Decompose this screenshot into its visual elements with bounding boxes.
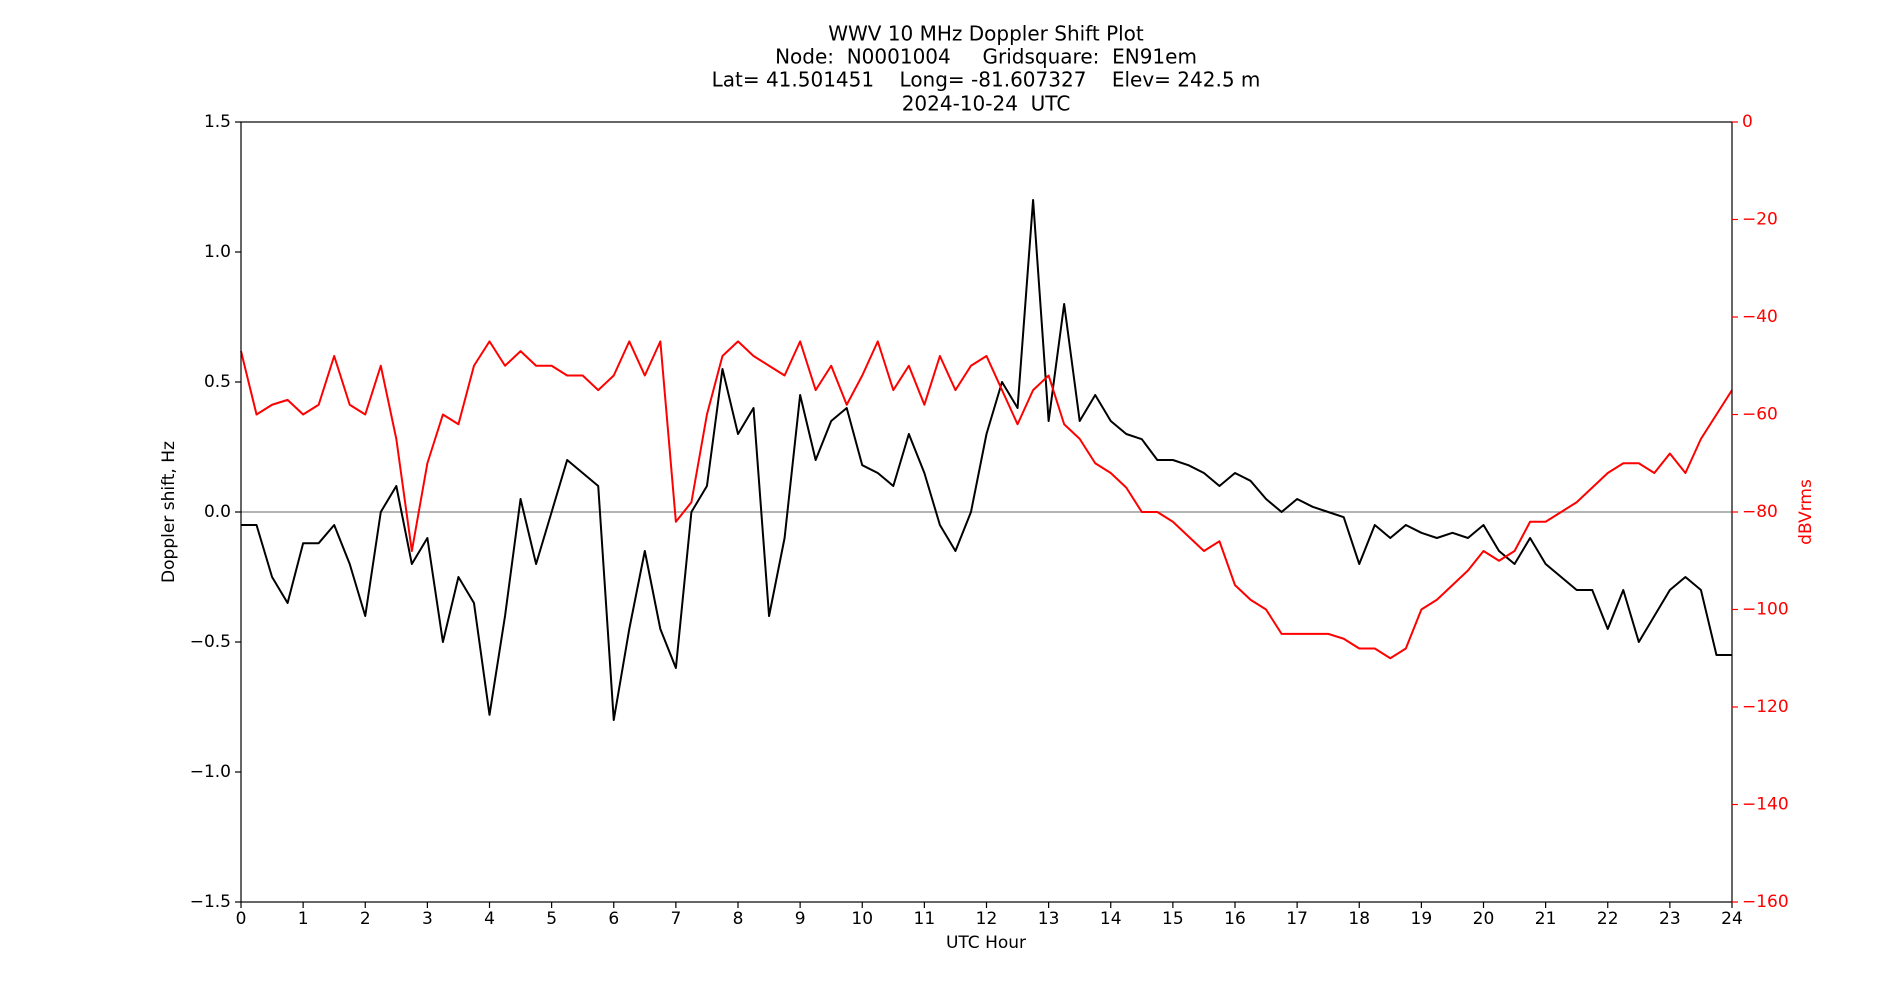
- x-tick-label: 24: [1721, 909, 1743, 929]
- x-tick-label: 23: [1659, 909, 1681, 929]
- y2-tick-label: −40: [1742, 307, 1778, 327]
- y2-tick-label: −100: [1742, 600, 1789, 620]
- x-tick-label: 15: [1162, 909, 1184, 929]
- x-tick-label: 16: [1224, 909, 1246, 929]
- y2-tick-label: 0: [1742, 112, 1753, 132]
- y-tick-label: −0.5: [190, 632, 231, 652]
- x-tick-label: 0: [236, 909, 247, 929]
- y-tick-label: 1.0: [204, 242, 231, 262]
- y2-tick-label: −120: [1742, 697, 1789, 717]
- x-tick-label: 20: [1473, 909, 1495, 929]
- x-tick-label: 18: [1348, 909, 1370, 929]
- x-tick-label: 21: [1535, 909, 1557, 929]
- x-tick-label: 12: [976, 909, 998, 929]
- x-axis-label: UTC Hour: [946, 933, 1026, 953]
- x-tick-label: 7: [670, 909, 681, 929]
- x-tick-label: 9: [795, 909, 806, 929]
- y2-tick-label: −160: [1742, 892, 1789, 912]
- y2-tick-label: −60: [1742, 405, 1778, 425]
- y-axis-label: Doppler shift, Hz: [159, 441, 179, 583]
- x-tick-label: 8: [733, 909, 744, 929]
- x-tick-label: 2: [360, 909, 371, 929]
- x-tick-label: 13: [1038, 909, 1060, 929]
- x-tick-label: 17: [1286, 909, 1308, 929]
- y2-tick-label: −80: [1742, 502, 1778, 522]
- x-tick-label: 19: [1411, 909, 1433, 929]
- chart-subtitle: Node: N0001004 Gridsquare: EN91em: [775, 45, 1197, 69]
- x-tick-label: 10: [851, 909, 873, 929]
- x-tick-label: 11: [914, 909, 936, 929]
- y-tick-label: 1.5: [204, 112, 231, 132]
- y-tick-label: 0.0: [204, 502, 231, 522]
- x-tick-label: 5: [546, 909, 557, 929]
- x-tick-label: 14: [1100, 909, 1122, 929]
- y2-tick-label: −20: [1742, 210, 1778, 230]
- chart-title: WWV 10 MHz Doppler Shift Plot: [828, 22, 1144, 46]
- x-tick-label: 4: [484, 909, 495, 929]
- y2-tick-label: −140: [1742, 795, 1789, 815]
- y-tick-label: −1.5: [190, 892, 231, 912]
- y-tick-label: −1.0: [190, 762, 231, 782]
- data-line: [240, 340, 1733, 660]
- x-tick-label: 22: [1597, 909, 1619, 929]
- x-tick-label: 6: [608, 909, 619, 929]
- data-line: [241, 199, 1732, 721]
- y2-axis-label: dBVrms: [1796, 479, 1816, 545]
- chart-subtitle: 2024-10-24 UTC: [902, 92, 1071, 116]
- chart-subtitle: Lat= 41.501451 Long= -81.607327 Elev= 24…: [712, 68, 1261, 92]
- y-tick-label: 0.5: [204, 372, 231, 392]
- x-tick-label: 3: [422, 909, 433, 929]
- x-tick-label: 1: [298, 909, 309, 929]
